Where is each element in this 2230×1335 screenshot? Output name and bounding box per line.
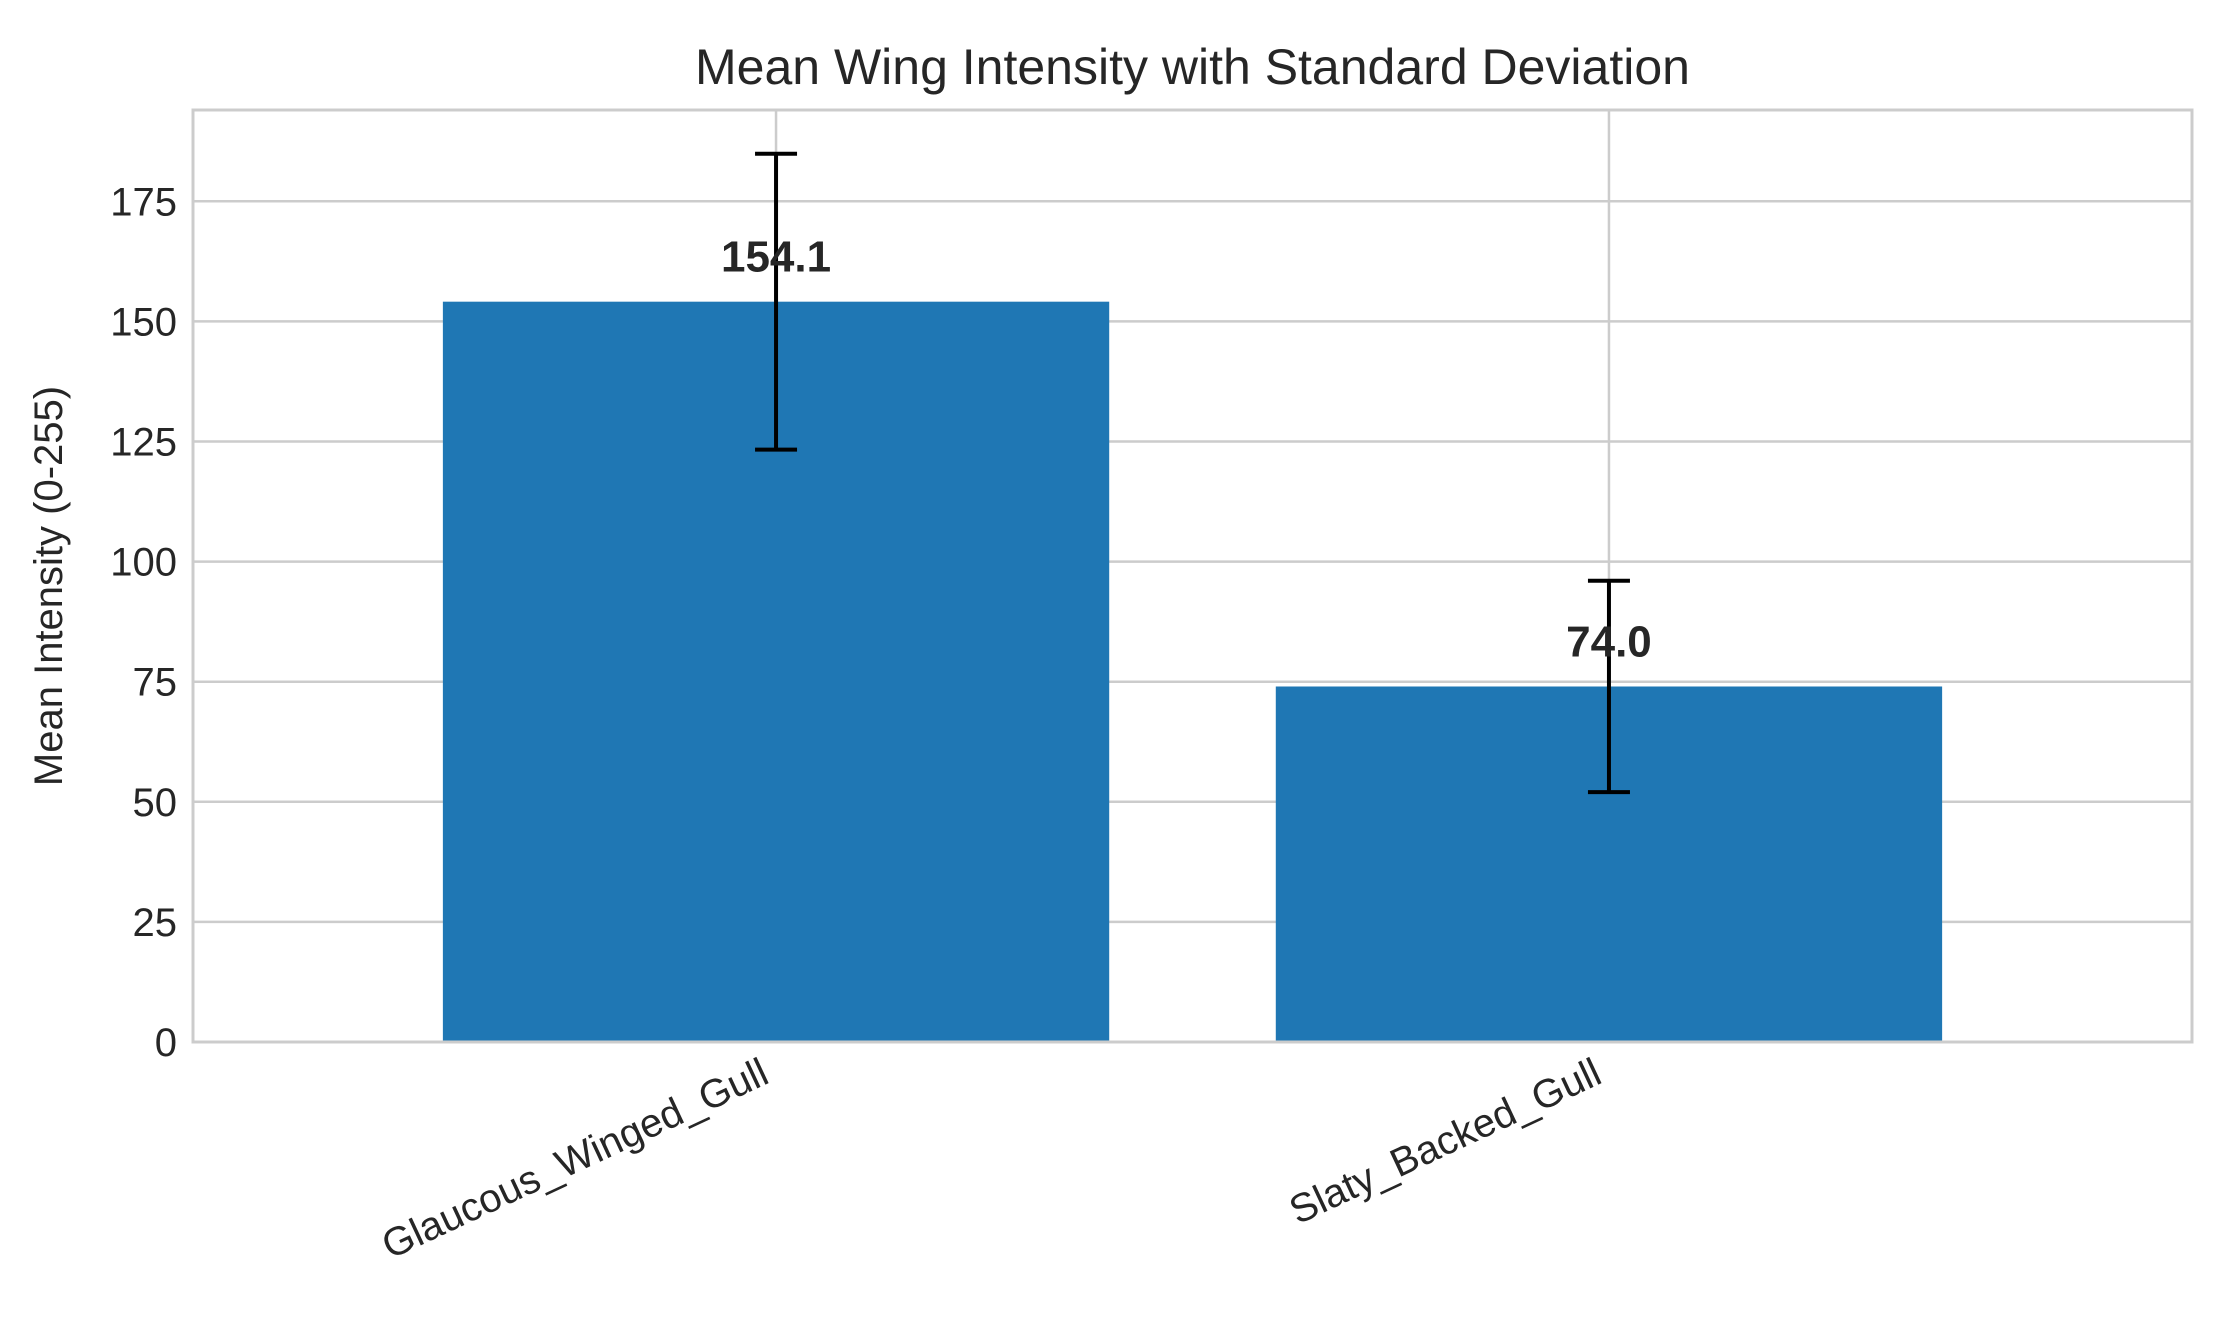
- x-tick-label: Glaucous_Winged_Gull: [375, 1050, 774, 1267]
- data-label: 74.0: [1566, 617, 1652, 666]
- y-tick-label: 175: [110, 180, 177, 224]
- y-tick-label: 125: [110, 420, 177, 464]
- chart-title: Mean Wing Intensity with Standard Deviat…: [695, 39, 1690, 95]
- y-axis-label: Mean Intensity (0-255): [27, 386, 71, 786]
- y-tick-label: 75: [133, 661, 178, 705]
- y-tick-label: 0: [155, 1021, 177, 1065]
- x-tick-label: Slaty_Backed_Gull: [1283, 1050, 1608, 1233]
- bars-layer: [442, 301, 1943, 1042]
- y-tick-label: 150: [110, 300, 177, 344]
- y-tick-label: 25: [133, 901, 178, 945]
- data-label: 154.1: [721, 233, 831, 282]
- y-tick-label: 100: [110, 541, 177, 585]
- error-bars-layer: [755, 151, 1630, 795]
- y-tick-label: 50: [133, 781, 178, 825]
- data-labels-layer: 154.1 74.0: [721, 233, 1652, 667]
- plot-frame: [191, 108, 2194, 1044]
